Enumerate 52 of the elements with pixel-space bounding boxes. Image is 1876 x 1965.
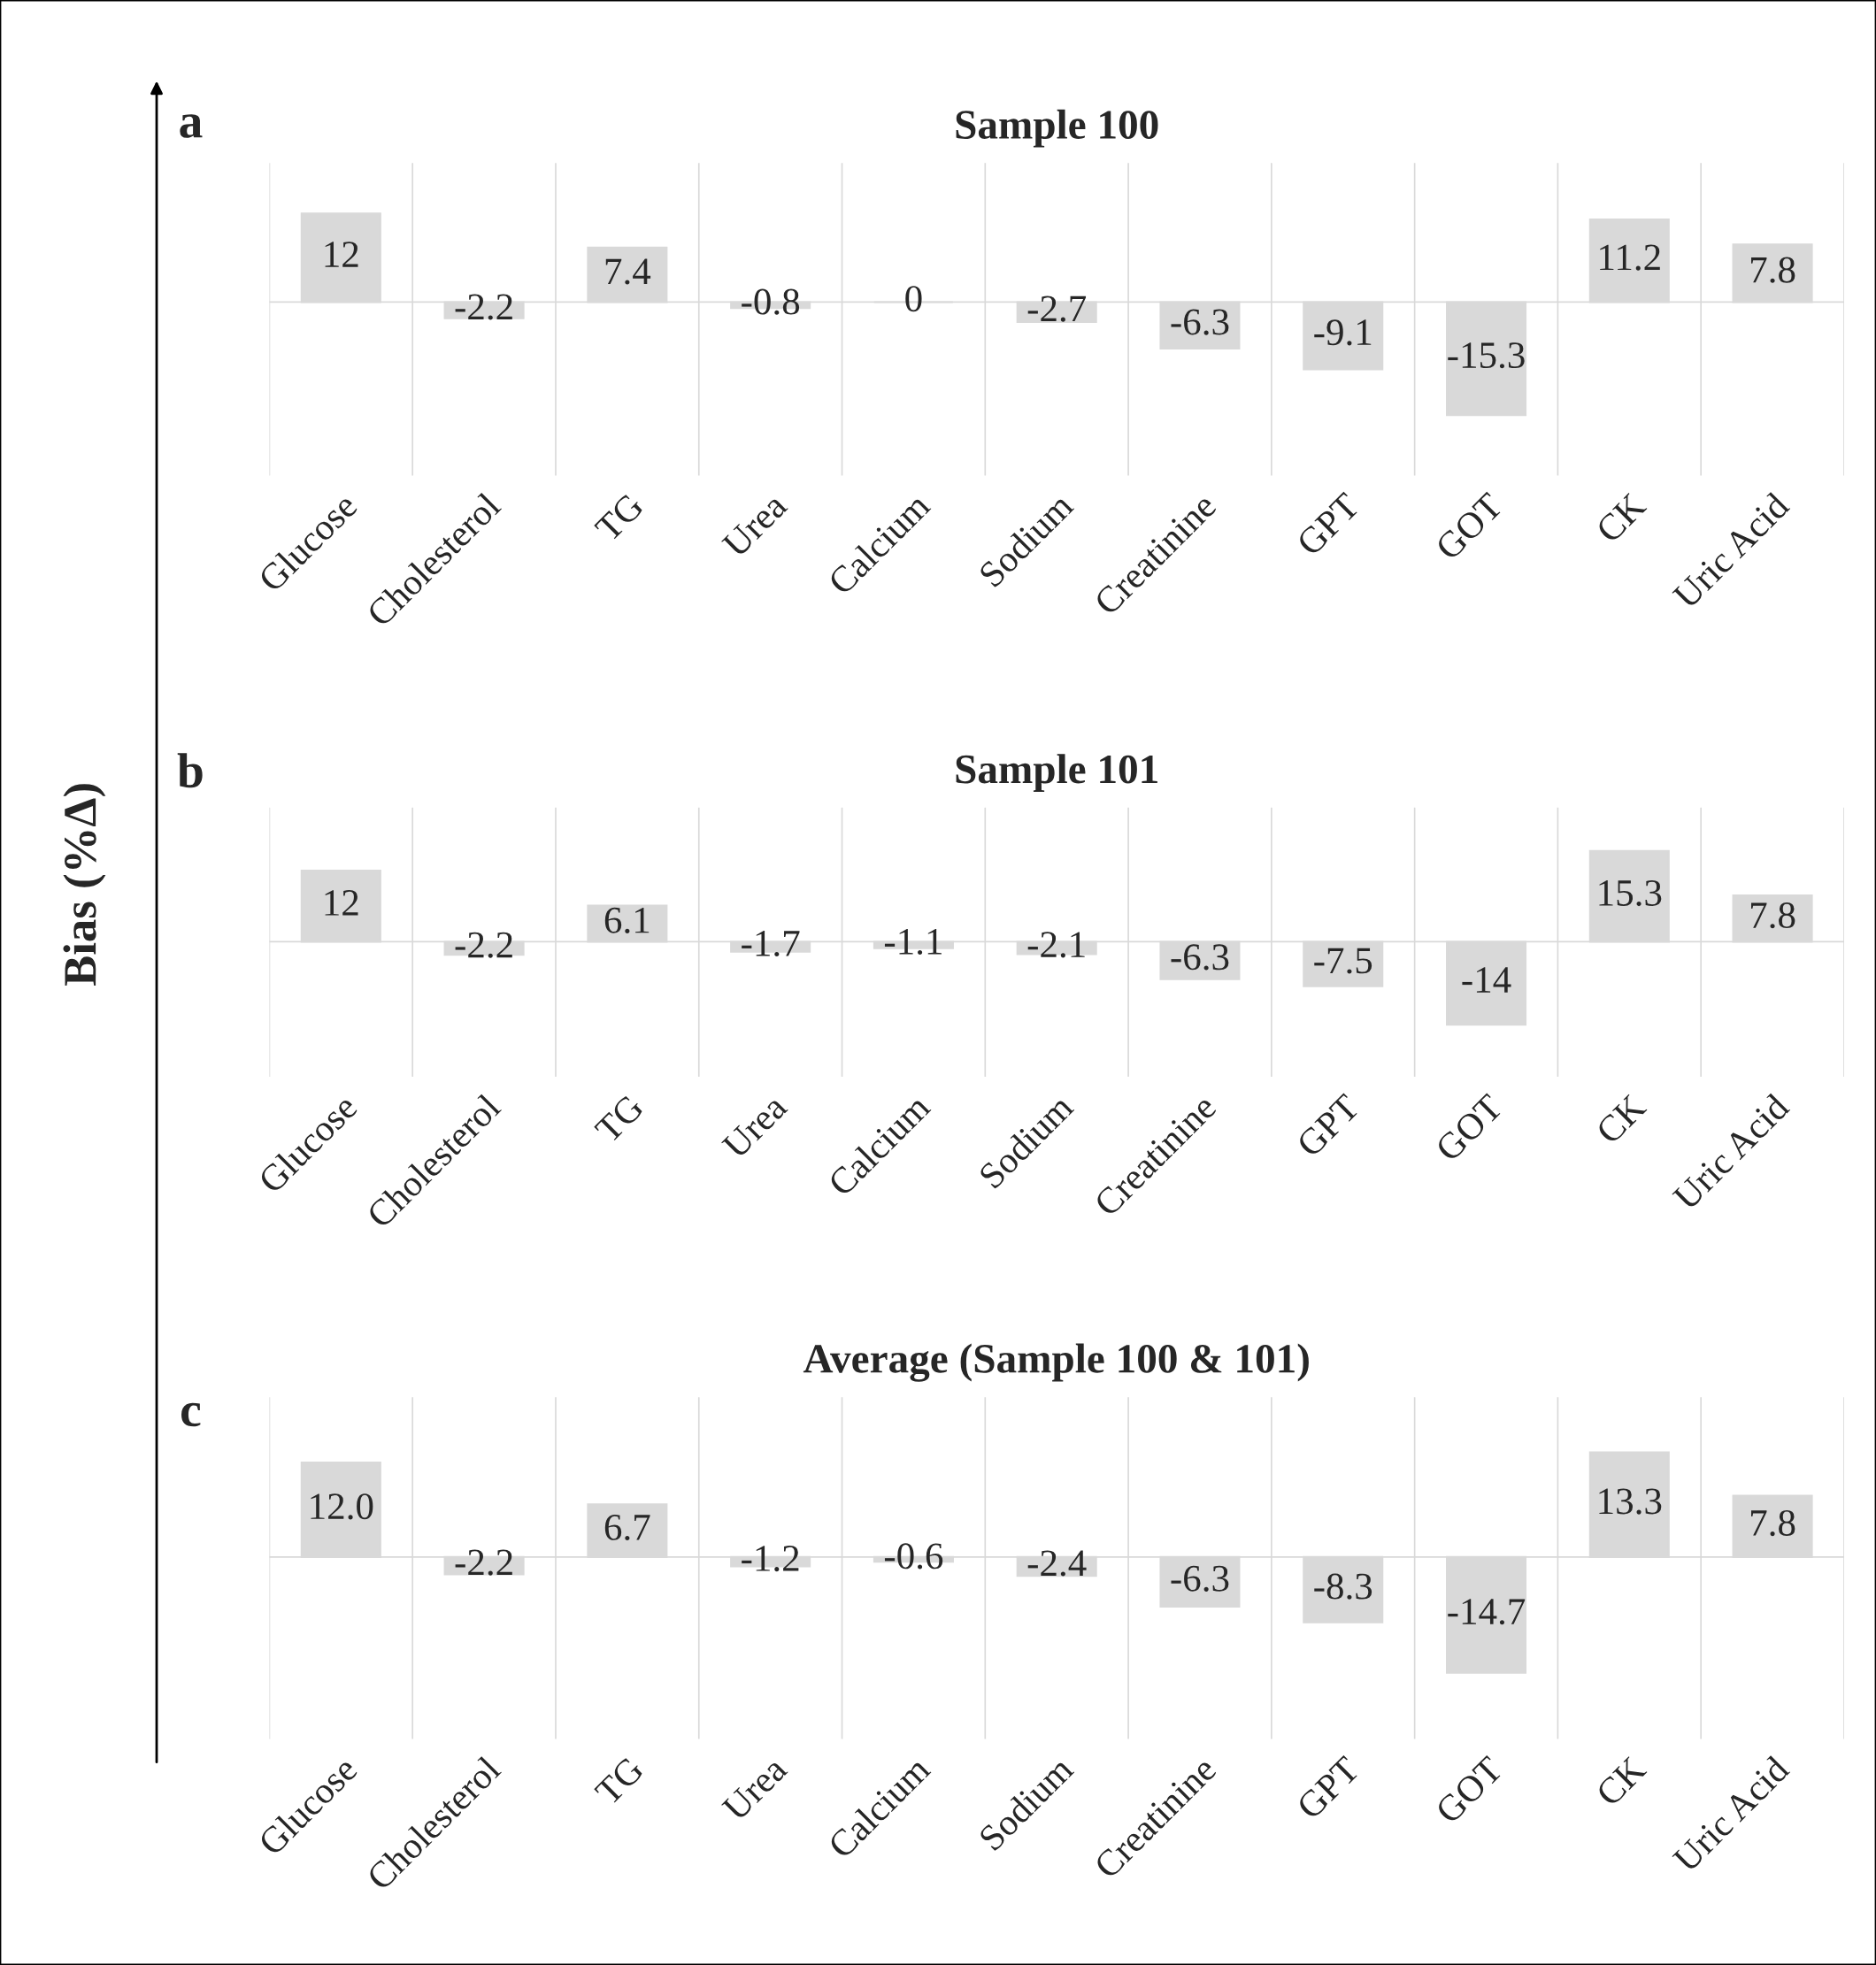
data-label: 6.1 bbox=[604, 907, 650, 933]
x-tick-label: CK bbox=[1595, 491, 1648, 544]
chart-title: Sample 100 bbox=[956, 109, 1158, 148]
data-label: 13.3 bbox=[1599, 1488, 1662, 1515]
data-label: -0.6 bbox=[884, 1543, 943, 1570]
text: c bbox=[181, 1402, 201, 1427]
data-label: -14.7 bbox=[1448, 1599, 1526, 1625]
data-label: -6.3 bbox=[1171, 944, 1229, 971]
data-label: 12.0 bbox=[311, 1493, 373, 1520]
data-label: -8.3 bbox=[1314, 1573, 1372, 1600]
data-label: -2.2 bbox=[455, 294, 512, 320]
x-tick-label: Urea bbox=[721, 491, 788, 559]
data-label: -2.2 bbox=[455, 1549, 512, 1576]
data-label: 15.3 bbox=[1599, 880, 1662, 907]
data-label: 7.8 bbox=[1751, 902, 1795, 929]
x-tick-label: TG bbox=[594, 1093, 645, 1145]
data-label: 11.2 bbox=[1600, 244, 1660, 271]
x-tick-label: GPT bbox=[1296, 1754, 1361, 1821]
x-tick-label: TG bbox=[594, 1755, 645, 1807]
data-label: -2.7 bbox=[1027, 296, 1087, 322]
y-axis-title: Bias (%Δ) bbox=[63, 784, 106, 986]
data-label: -0.8 bbox=[742, 288, 800, 315]
data-label: -1.1 bbox=[884, 929, 942, 956]
data-label: -2.1 bbox=[1027, 932, 1085, 958]
data-label: 7.4 bbox=[605, 258, 651, 285]
data-label: -1.7 bbox=[742, 931, 800, 957]
data-label: 7.8 bbox=[1751, 1509, 1795, 1537]
data-label: 0 bbox=[905, 286, 922, 312]
data-label: -6.3 bbox=[1171, 309, 1229, 335]
data-label: -2.2 bbox=[455, 932, 512, 958]
x-tick-label: Urea bbox=[721, 1093, 788, 1161]
x-tick-label: GPT bbox=[1296, 491, 1361, 557]
data-label: -14 bbox=[1462, 967, 1511, 993]
data-label: -2.4 bbox=[1027, 1550, 1087, 1577]
x-tick-label: GPT bbox=[1296, 1093, 1361, 1158]
data-label: -7.5 bbox=[1314, 948, 1372, 974]
x-tick-label: CK bbox=[1595, 1093, 1648, 1146]
data-label: -9.1 bbox=[1314, 319, 1372, 346]
chart-title: Sample 101 bbox=[956, 754, 1157, 793]
data-label: 6.7 bbox=[604, 1514, 650, 1541]
data-label: -1.2 bbox=[742, 1546, 799, 1572]
data-label: -6.3 bbox=[1171, 1565, 1229, 1592]
data-label: 12 bbox=[325, 242, 358, 267]
text: b bbox=[177, 753, 203, 788]
x-tick-label: TG bbox=[594, 492, 645, 543]
data-label: 12 bbox=[325, 890, 358, 916]
text: a bbox=[180, 114, 203, 138]
chart-title: Average (Sample 100 & 101) bbox=[803, 1343, 1309, 1382]
data-label: 7.8 bbox=[1751, 257, 1795, 283]
x-tick-label: CK bbox=[1595, 1754, 1648, 1808]
x-tick-label: Urea bbox=[721, 1754, 788, 1823]
data-label: -15.3 bbox=[1448, 342, 1525, 369]
